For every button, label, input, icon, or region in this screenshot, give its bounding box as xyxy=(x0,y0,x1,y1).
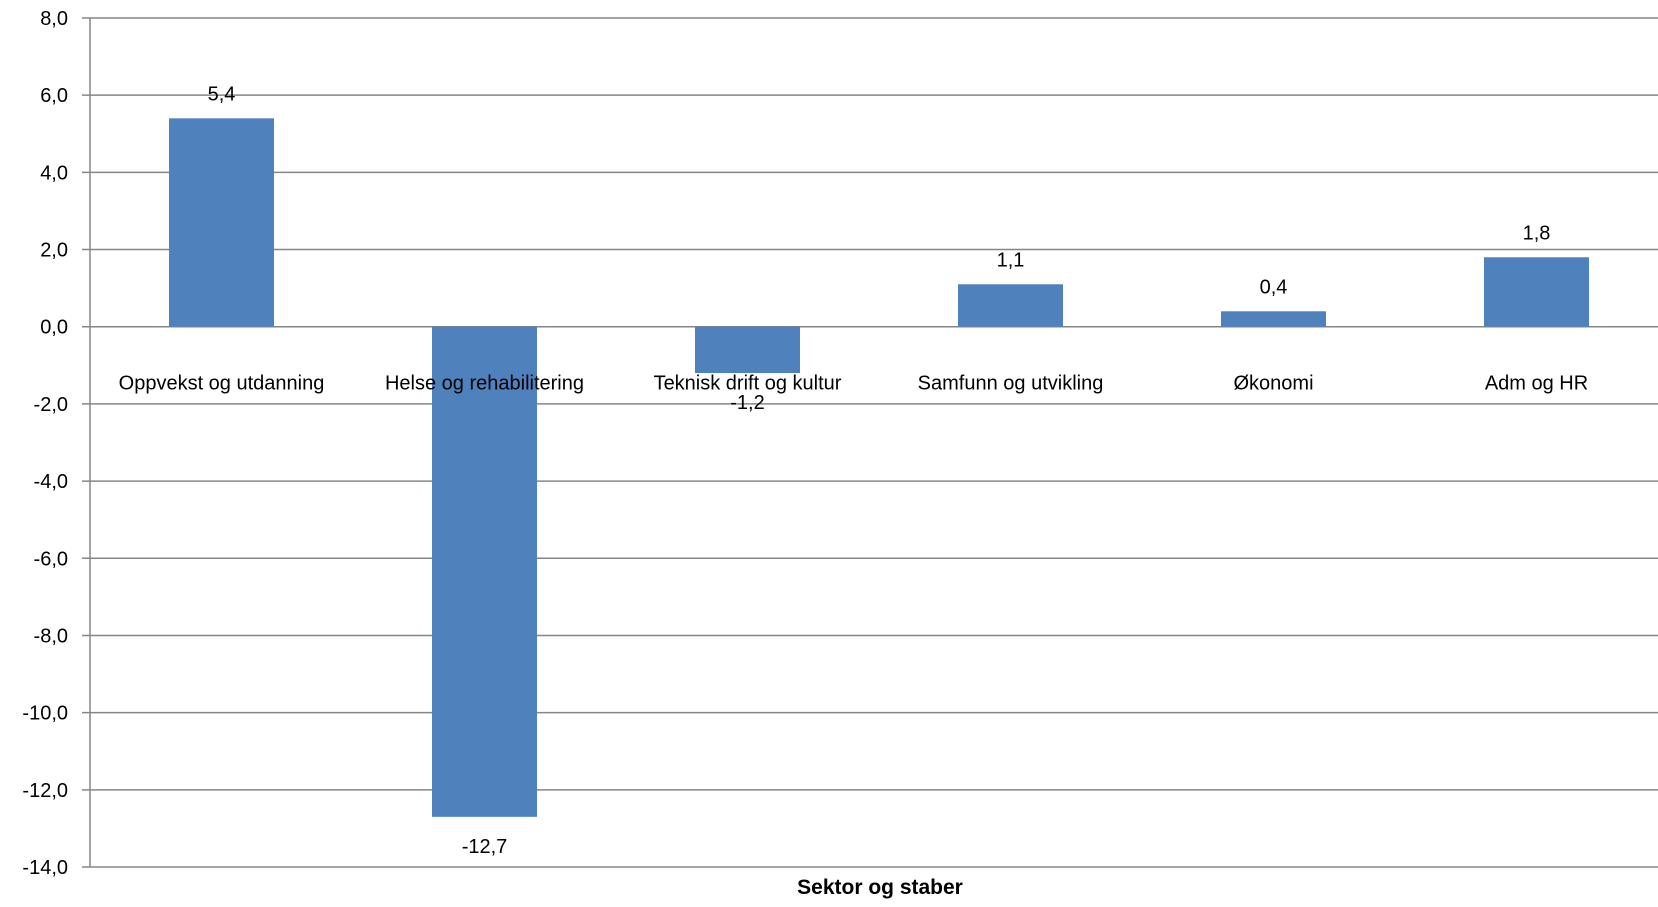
bar xyxy=(169,118,274,327)
data-label: -1,2 xyxy=(730,392,764,414)
category-label: Økonomi xyxy=(1233,373,1313,395)
data-label: -12,7 xyxy=(462,836,508,858)
category-label: Oppvekst og utdanning xyxy=(119,373,325,395)
y-tick-label: -8,0 xyxy=(34,625,68,647)
y-tick-label: -14,0 xyxy=(22,857,68,879)
data-label: 0,4 xyxy=(1260,276,1288,298)
bar xyxy=(695,326,800,374)
y-tick-label: -6,0 xyxy=(34,548,68,570)
bar xyxy=(1221,311,1326,327)
y-tick-label: 0,0 xyxy=(40,317,68,339)
y-tick-label: -12,0 xyxy=(22,780,68,802)
bar xyxy=(958,284,1063,327)
category-label: Teknisk drift og kultur xyxy=(654,373,842,395)
y-tick-label: 2,0 xyxy=(40,240,68,262)
category-label: Helse og rehabilitering xyxy=(385,373,584,395)
gridlines xyxy=(82,17,1658,868)
bars xyxy=(169,118,1589,817)
y-tick-label: 8,0 xyxy=(40,8,68,30)
labels: 8,0 6,0 4,0 2,0 0,0 -2,0 -4,0 -6,0 -8,0 -10,0 -12,… xyxy=(22,8,1588,879)
category-label: Adm og HR xyxy=(1485,373,1588,395)
x-axis-title: Sektor og staber xyxy=(797,876,963,899)
y-tick-label: -2,0 xyxy=(34,394,68,416)
category-label: Samfunn og utvikling xyxy=(918,373,1104,395)
y-tick-label: 4,0 xyxy=(40,162,68,184)
data-label: 5,4 xyxy=(208,83,236,105)
bar xyxy=(1484,257,1589,327)
bar xyxy=(432,326,537,817)
y-tick-label: -10,0 xyxy=(22,703,68,725)
data-label: 1,1 xyxy=(997,249,1025,271)
y-tick-label: -4,0 xyxy=(34,471,68,493)
data-label: 1,8 xyxy=(1523,222,1551,244)
y-tick-label: 6,0 xyxy=(40,85,68,107)
